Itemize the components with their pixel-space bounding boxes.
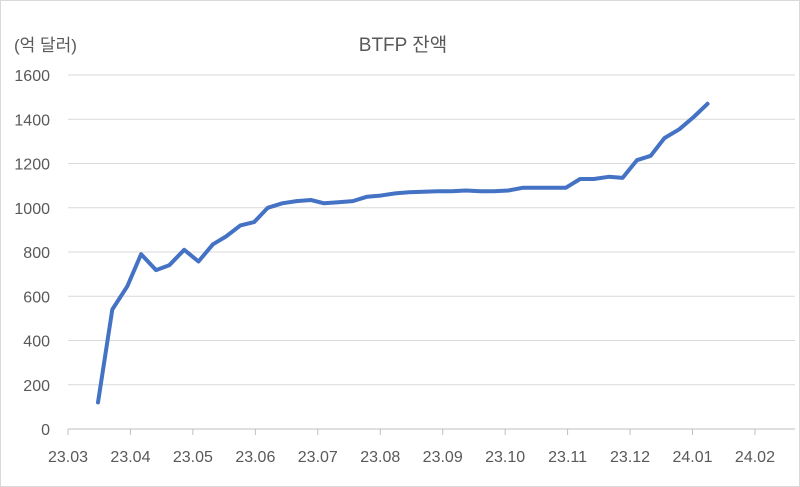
chart-title: BTFP 잔액 [358,35,448,56]
x-tick-label: 23.07 [298,449,338,466]
y-tick-label: 400 [23,334,50,351]
y-axis: 0 200 400 600 800 1000 1200 1400 1600 [14,68,50,439]
y-tick-label: 1200 [14,157,50,174]
x-axis: 23.03 23.04 23.05 23.06 23.07 23.08 23.09 23.10… [48,428,795,466]
y-tick-label: 0 [41,422,50,439]
x-tick-label: 23.04 [110,449,150,466]
x-tick-label: 23.06 [235,449,275,466]
y-axis-unit-label: (억 달러) [14,36,77,55]
y-tick-label: 800 [23,245,50,262]
x-tick-label: 23.03 [48,449,88,466]
y-tick-label: 1600 [14,68,50,85]
y-tick-label: 200 [23,378,50,395]
x-tick-label: 23.12 [610,449,650,466]
x-tick-label: 23.10 [485,449,525,466]
y-tick-label: 600 [23,289,50,306]
x-tick-label: 24.02 [735,449,775,466]
gridlines [68,74,795,386]
y-tick-label: 1000 [14,201,50,218]
x-tick-label: 23.08 [360,449,400,466]
x-tick-label: 23.05 [173,449,213,466]
x-tick-label: 23.09 [423,449,463,466]
x-tick-label: 24.01 [672,449,712,466]
x-tick-label: 23.11 [548,449,587,466]
y-tick-label: 1400 [14,112,50,129]
series-line-btfp [96,101,710,405]
